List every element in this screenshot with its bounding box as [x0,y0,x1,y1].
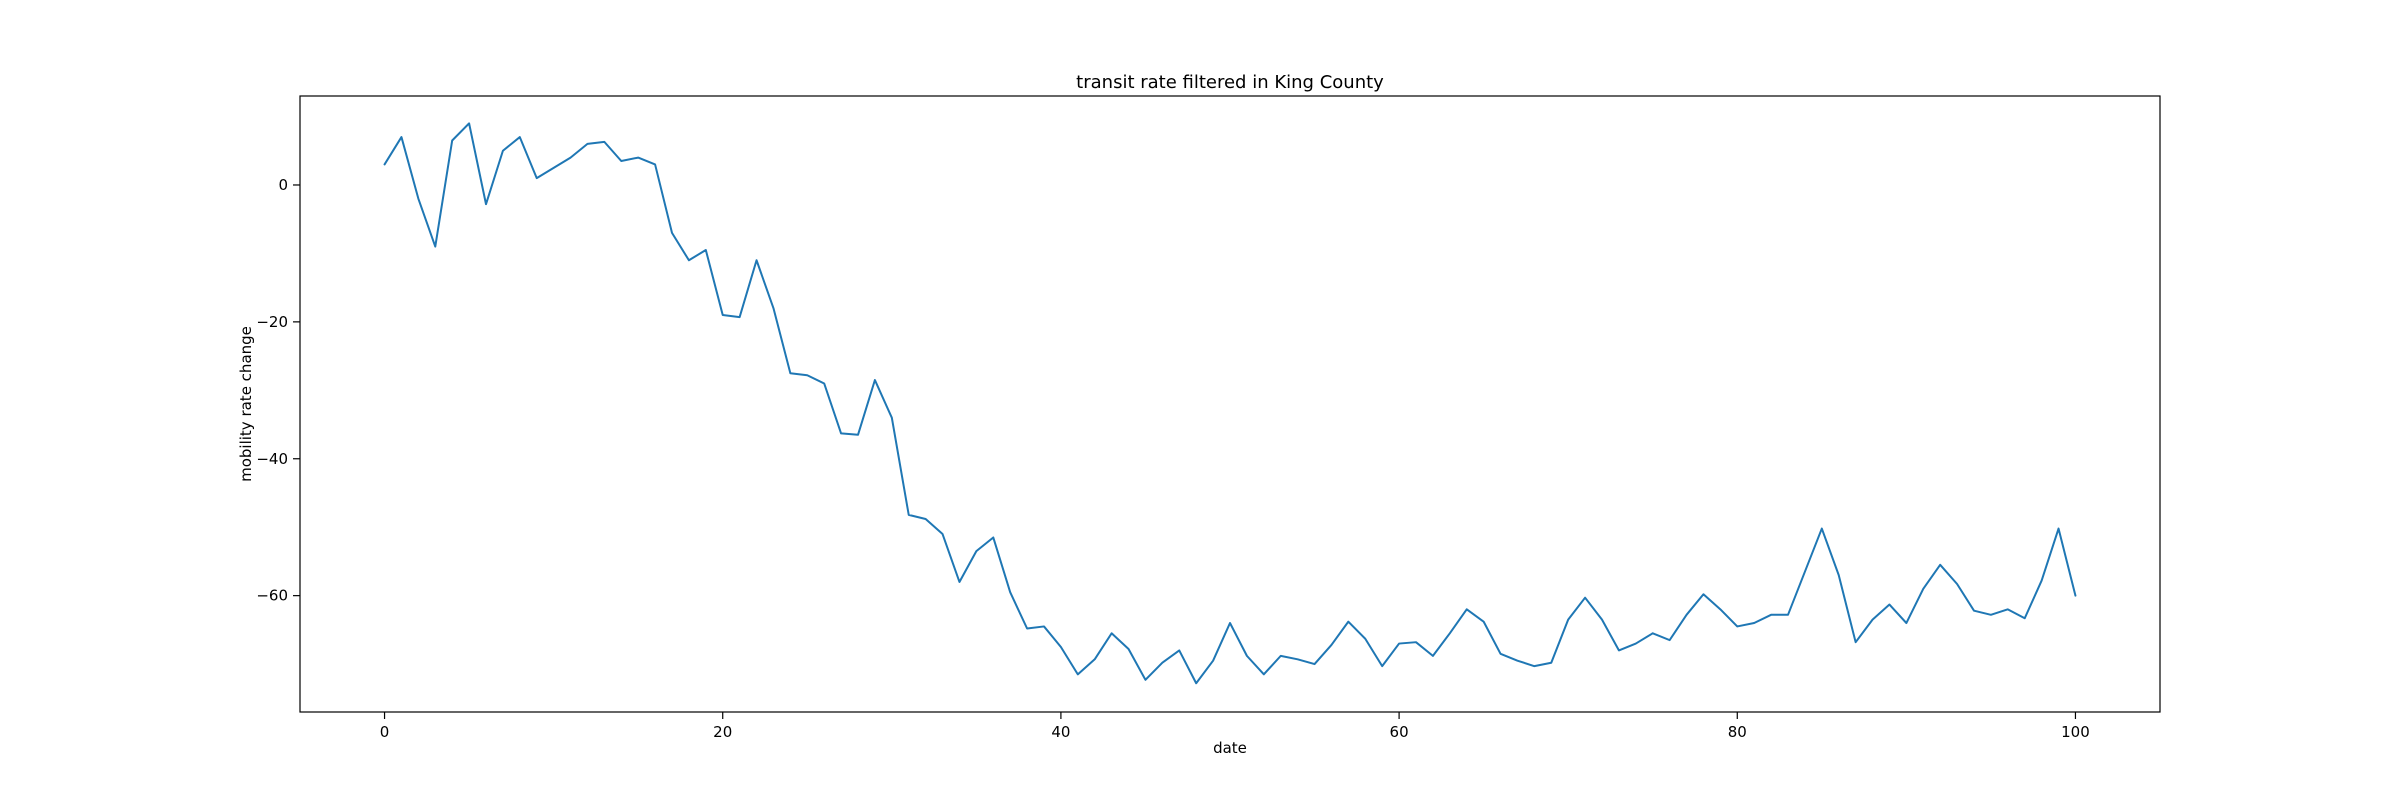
x-axis: 0 20 40 60 80 100 [380,712,2090,741]
x-tick-label: 60 [1390,723,1409,741]
series-line-transit [383,122,2077,685]
y-axis: 0 −20 −40 −60 [256,176,300,605]
chart-title: transit rate filtered in King County [1076,72,1384,93]
x-tick-label: 0 [380,723,390,741]
x-tick-label: 100 [2061,723,2090,741]
x-tick-label: 40 [1051,723,1070,741]
x-tick-label: 20 [713,723,732,741]
x-tick-label: 80 [1728,723,1747,741]
y-axis-label: mobility rate change [237,326,255,482]
y-tick-label: −40 [256,450,288,468]
plot-area-frame [299,95,2161,713]
x-axis-label: date [1213,739,1247,757]
y-tick-label: 0 [278,176,288,194]
y-tick-label: −20 [256,313,288,331]
y-tick-label: −60 [256,587,288,605]
